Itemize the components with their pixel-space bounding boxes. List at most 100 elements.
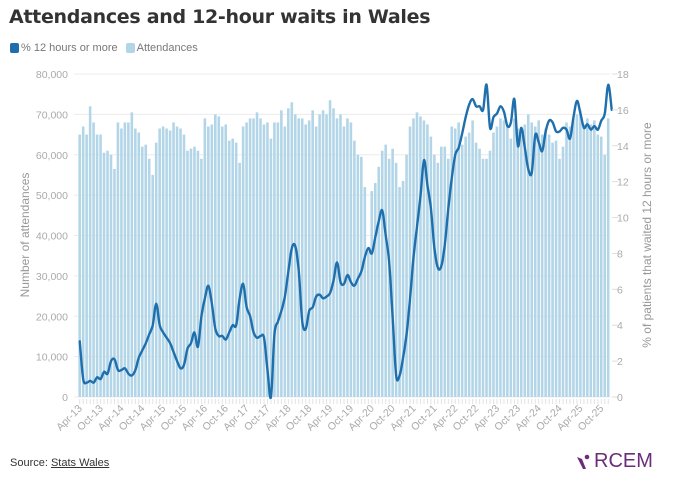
bar [81, 126, 85, 398]
bar [266, 122, 269, 397]
bar [499, 118, 502, 397]
bar [99, 134, 102, 397]
bar [200, 158, 203, 397]
bar [506, 126, 509, 398]
bar [526, 114, 530, 397]
bar [481, 158, 485, 397]
bar [453, 128, 457, 397]
bar [408, 126, 412, 398]
bar [95, 134, 99, 397]
legend: % 12 hours or more Attendances [10, 42, 202, 54]
bar [440, 146, 443, 397]
y-left-tick-label: 30,000 [36, 271, 68, 283]
bar [88, 106, 92, 398]
source-prefix: Source: [10, 457, 51, 469]
bar [140, 146, 144, 397]
y-axis-left: 0 10,000 20,000 30,000 40,000 50,000 60,000 70,… [36, 69, 68, 404]
bar [488, 150, 492, 397]
bar [516, 128, 520, 397]
legend-label-percent: % 12 hours or more [21, 42, 118, 54]
bar [227, 140, 231, 397]
bar [419, 116, 422, 398]
line-series [78, 83, 613, 400]
bar [182, 134, 186, 397]
bar [203, 118, 207, 397]
bar [314, 126, 318, 398]
bar [189, 148, 193, 397]
y-left-tick-label: 70,000 [36, 109, 68, 121]
bar [540, 134, 544, 397]
x-axis: Apr-13Oct-13Apr-14Oct-14Apr-15Oct-15Apr-… [54, 399, 609, 433]
bar [276, 122, 280, 397]
bar [332, 108, 335, 397]
bar [596, 134, 600, 397]
bar [422, 120, 426, 398]
y-right-tick-label: 18 [617, 69, 629, 81]
bar [582, 124, 586, 397]
bar [109, 154, 113, 397]
bar [370, 191, 374, 397]
bar [394, 162, 398, 397]
legend-label-attendances: Attendances [136, 42, 198, 54]
bar [269, 138, 273, 397]
bar [360, 156, 363, 397]
bar [349, 122, 353, 397]
y-axis-right-label: % of patients that waited 12 hours or mo… [640, 122, 654, 348]
bar [186, 150, 189, 397]
bar [137, 132, 141, 397]
bar [304, 124, 307, 397]
bar [92, 122, 95, 397]
bar [175, 126, 179, 398]
gridlines [74, 73, 610, 398]
bar [287, 108, 290, 397]
bar [401, 180, 405, 397]
bar [471, 120, 474, 398]
bar [523, 124, 527, 397]
bar [377, 166, 381, 397]
bar [280, 110, 283, 398]
bar [547, 134, 551, 397]
bar [311, 110, 314, 398]
bar [220, 126, 224, 398]
legend-item-percent[interactable]: % 12 hours or more [10, 42, 118, 54]
bar [513, 118, 516, 397]
y-left-tick-label: 40,000 [36, 231, 68, 243]
legend-swatch-percent [10, 43, 19, 53]
bar [335, 118, 339, 397]
bar [158, 128, 161, 397]
y-left-tick-label: 50,000 [36, 190, 68, 202]
bar [179, 128, 182, 397]
bar [102, 152, 106, 397]
bar [210, 124, 214, 397]
bar [172, 122, 175, 397]
bar [572, 118, 575, 397]
y-right-tick-label: 0 [617, 392, 623, 404]
bar [283, 126, 287, 398]
bar [241, 126, 245, 398]
bar [353, 140, 356, 397]
bar [384, 144, 387, 397]
bar [450, 126, 454, 398]
y-right-tick-label: 8 [617, 248, 623, 260]
y-right-tick-label: 2 [617, 356, 623, 368]
bar [363, 187, 367, 397]
y-left-tick-label: 60,000 [36, 150, 68, 162]
bar [551, 142, 554, 397]
bar [565, 122, 568, 397]
bar [391, 148, 394, 397]
bar [380, 150, 384, 397]
bar [85, 134, 88, 397]
bar [234, 142, 238, 397]
bar [293, 114, 297, 397]
source-link[interactable]: Stats Wales [50, 457, 110, 469]
bar [116, 122, 120, 397]
y-left-tick-label: 10,000 [36, 352, 68, 364]
bar [120, 128, 123, 397]
y-axis-right: 0 2 4 6 8 10 12 14 16 18 [612, 69, 629, 404]
bar [433, 154, 436, 397]
bar [492, 132, 495, 397]
bar [467, 132, 471, 397]
legend-item-attendances[interactable]: Attendances [125, 42, 198, 54]
bar [495, 126, 499, 398]
bars [78, 100, 610, 398]
